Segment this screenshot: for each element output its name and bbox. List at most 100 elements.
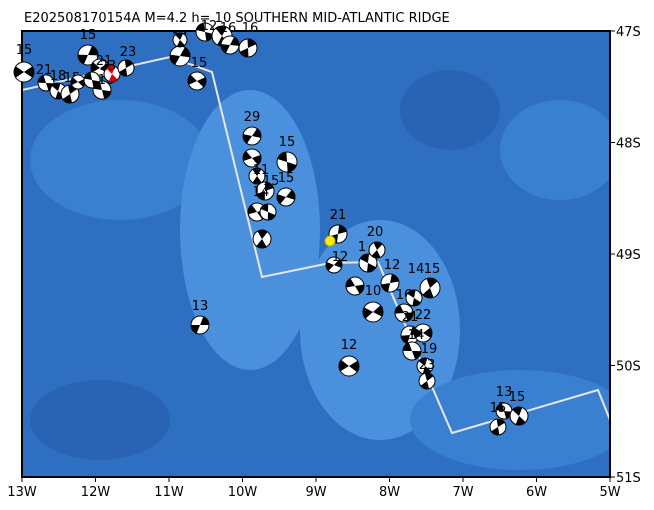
- beachball-quadrant: [78, 45, 99, 65]
- x-tick-label: 10W: [228, 485, 258, 500]
- depth-label: 12: [332, 250, 349, 265]
- focal-mechanism: [77, 44, 99, 66]
- depth-label: 16: [220, 21, 237, 36]
- depth-label: 12: [384, 258, 401, 273]
- focal-mechanism: [368, 241, 386, 259]
- focal-mechanism: [252, 229, 272, 249]
- depth-label: 15: [278, 171, 295, 186]
- depth-label: 23: [120, 45, 137, 60]
- beachball-quadrant: [512, 407, 526, 426]
- x-tick-label: 12W: [81, 485, 111, 500]
- beachball-quadrant: [403, 342, 421, 360]
- beachball-quadrant: [256, 182, 274, 200]
- depth-label: 14: [408, 328, 425, 343]
- focal-mechanism: [509, 406, 529, 426]
- depth-label: 21: [402, 310, 419, 325]
- beachball-quadrant: [422, 278, 438, 298]
- beachball-quadrant: [491, 418, 505, 435]
- depth-label: 15: [509, 390, 526, 405]
- focal-mechanism: [238, 38, 258, 58]
- depth-label: 15: [490, 401, 507, 416]
- depth-label: 23: [100, 59, 117, 74]
- beachball-quadrant: [243, 151, 261, 165]
- focal-mechanism: [358, 253, 378, 273]
- beachball-quadrant: [256, 230, 268, 248]
- focal-mechanism: [169, 45, 191, 67]
- depth-label: 15: [263, 174, 280, 189]
- beachball-quadrant: [106, 66, 118, 82]
- focal-mechanism: [362, 301, 384, 323]
- focal-mechanism: [248, 167, 266, 185]
- depth-label: 19: [421, 342, 438, 357]
- depth-label: 12: [341, 338, 358, 353]
- beachball-quadrant: [346, 278, 364, 294]
- depth-label: 22: [415, 308, 432, 323]
- beachball-quadrant: [243, 128, 261, 144]
- beachball-quadrant: [38, 75, 54, 91]
- depth-label: 15: [191, 56, 208, 71]
- depth-label: 21: [36, 63, 53, 78]
- beachball-circle: [252, 229, 272, 249]
- beachball-quadrant: [360, 254, 376, 272]
- x-tick-label: 11W: [154, 485, 184, 500]
- beachball-quadrant: [84, 72, 100, 88]
- focal-mechanism: [380, 273, 400, 293]
- beachball-quadrant: [381, 274, 399, 292]
- x-tick-label: 7W: [452, 485, 473, 500]
- depth-label: 12: [201, 19, 218, 34]
- focal-mechanism: [172, 32, 188, 48]
- focal-mechanism: [419, 277, 441, 299]
- depth-label: 11: [253, 163, 270, 178]
- beachball-quadrant: [339, 359, 360, 373]
- beachball-quadrant: [420, 373, 434, 389]
- depth-label: 15: [80, 28, 97, 43]
- beachball-quadrant: [395, 304, 414, 322]
- focal-mechanism: [418, 372, 436, 390]
- beachball-quadrant: [239, 39, 257, 57]
- depth-label: 15: [16, 43, 33, 58]
- beachball-quadrant: [277, 152, 297, 172]
- y-tick-label: 50S: [616, 360, 641, 375]
- beachball-quadrant: [119, 59, 133, 76]
- beachball-quadrant: [14, 66, 34, 78]
- beachball-quadrant: [71, 77, 85, 87]
- focal-mechanism: [242, 126, 262, 146]
- focal-mechanism: [276, 151, 298, 173]
- focal-mechanism: [190, 315, 210, 335]
- beachball-quadrant: [260, 204, 276, 220]
- depth-label: 13: [496, 385, 513, 400]
- focal-mechanism: [345, 276, 365, 296]
- focal-mechanism: [259, 203, 277, 221]
- focal-mechanism: [405, 289, 423, 307]
- focal-mechanism: [13, 61, 35, 83]
- y-tick-label: 49S: [616, 248, 641, 263]
- main-event: [324, 235, 336, 247]
- focal-mechanism: [255, 181, 275, 201]
- focal-mechanism: [60, 84, 80, 104]
- y-tick-label: 48S: [616, 137, 641, 152]
- x-tick-label: 9W: [305, 485, 326, 500]
- depth-label: 13: [192, 299, 209, 314]
- focal-mechanism: [117, 59, 135, 77]
- depth-label: 18: [50, 69, 67, 84]
- focal-mechanism: [83, 71, 101, 89]
- beachball-quadrant: [407, 289, 421, 307]
- focal-mechanism: [338, 355, 360, 377]
- focal-mechanism: [325, 256, 343, 274]
- focal-mechanism: [187, 71, 207, 91]
- beachball-quadrant: [221, 36, 239, 54]
- beachball-quadrant: [326, 259, 342, 271]
- x-tick-label: 13W: [7, 485, 37, 500]
- depth-label: 20: [367, 225, 384, 240]
- focal-mechanism: [242, 148, 262, 168]
- beachball-quadrant: [175, 32, 185, 48]
- focal-mechanism: [394, 303, 414, 323]
- focal-mechanism: [276, 187, 296, 207]
- beachball-quadrant: [371, 242, 383, 258]
- beachball-quadrant: [62, 85, 78, 103]
- x-tick-label: 8W: [379, 485, 400, 500]
- focal-mechanism: [70, 74, 86, 90]
- y-tick-label: 47S: [616, 25, 641, 40]
- beachball-quadrant: [252, 168, 262, 184]
